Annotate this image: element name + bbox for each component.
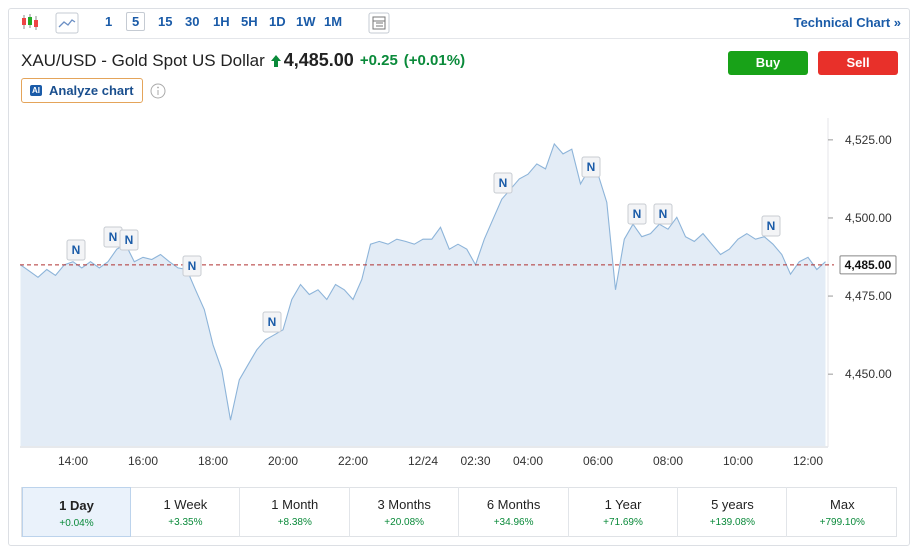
period-name: 1 Year [604, 497, 642, 512]
interval-button[interactable]: 5H [241, 14, 258, 29]
symbol: XAU/USD - Gold Spot US Dollar [21, 50, 265, 70]
last-price-label: 4,485.00 [845, 258, 892, 272]
technical-chart-link[interactable]: Technical Chart » [793, 15, 901, 30]
period-change: +139.08% [709, 517, 756, 528]
period-name: 3 Months [377, 497, 431, 512]
news-marker-label: N [587, 160, 596, 174]
period-change: +34.96% [493, 517, 534, 528]
period-cell[interactable]: 1 Day +0.04% [22, 487, 131, 537]
interval-button[interactable]: 1 [105, 14, 113, 29]
up-arrow [270, 54, 281, 67]
interval-button[interactable]: 1H [213, 14, 230, 29]
interval-button[interactable]: 5 [126, 12, 146, 31]
quote-header: XAU/USD - Gold Spot US Dollar 4,485.00 +… [21, 50, 465, 71]
period-change: +20.08% [384, 517, 425, 528]
period-name: 5 years [711, 497, 754, 512]
change-pct: (+0.01%) [403, 52, 466, 69]
news-marker-label: N [268, 315, 277, 329]
period-change: +3.35% [168, 517, 203, 528]
news-marker[interactable] [119, 229, 139, 251]
period-change: +71.69% [603, 517, 643, 528]
x-tick-label: 10:00 [723, 454, 753, 468]
period-change: +799.10% [819, 517, 865, 528]
y-tick-label: 4,475.00 [845, 289, 892, 303]
news-marker[interactable] [493, 172, 513, 194]
period-change: +8.38% [277, 517, 312, 528]
widget-frame [8, 8, 910, 546]
period-cell[interactable]: Max +799.10% [788, 487, 897, 537]
x-tick-label: 08:00 [653, 454, 683, 468]
news-marker-label: N [659, 207, 668, 221]
news-marker[interactable] [182, 255, 202, 277]
period-name: 1 Day [59, 498, 94, 513]
interval-button[interactable]: 15 [158, 14, 173, 29]
interval-button[interactable]: 1D [269, 14, 286, 29]
x-tick-label: 22:00 [338, 454, 368, 468]
news-marker[interactable] [581, 156, 601, 178]
news-marker-label: N [72, 243, 81, 257]
buy-button[interactable]: Buy [728, 51, 808, 75]
news-marker-label: N [125, 233, 134, 247]
news-marker[interactable] [653, 203, 673, 225]
period-cell[interactable]: 1 Week +3.35% [131, 487, 241, 537]
x-tick-label: 14:00 [58, 454, 88, 468]
period-cell[interactable]: 5 years +139.08% [678, 487, 788, 537]
news-marker[interactable] [262, 311, 282, 333]
price-line [20, 142, 826, 421]
interval-button[interactable]: 1M [324, 14, 343, 29]
news-marker-label: N [499, 176, 508, 190]
period-name: Max [830, 497, 855, 512]
x-tick-label: 16:00 [128, 454, 158, 468]
news-marker-label: N [767, 219, 776, 233]
change: +0.25 [359, 52, 398, 69]
x-tick-label: 12:00 [793, 454, 823, 468]
info-icon[interactable] [150, 83, 166, 99]
period-name: 6 Months [486, 497, 541, 512]
news-marker-label: N [633, 207, 642, 221]
y-tick-label: 4,500.00 [845, 211, 892, 225]
period-name: 1 Week [163, 497, 208, 512]
ai-badge: AI [30, 85, 42, 96]
analyze-button[interactable]: AI Analyze chart [21, 78, 143, 103]
analyze-label: Analyze chart [49, 83, 134, 98]
x-tick-label: 02:30 [460, 454, 490, 468]
sell-button[interactable]: Sell [818, 51, 898, 75]
x-tick-label: 04:00 [513, 454, 543, 468]
period-cell[interactable]: 1 Month +8.38% [241, 487, 350, 537]
news-marker[interactable] [761, 215, 781, 237]
x-tick-label: 20:00 [268, 454, 298, 468]
toolbar-divider [8, 38, 910, 39]
x-tick-label: 18:00 [198, 454, 228, 468]
news-marker-label: N [188, 259, 197, 273]
y-tick-label: 4,525.00 [845, 133, 892, 147]
news-marker-label: N [109, 230, 118, 244]
period-cell[interactable]: 3 Months +20.08% [350, 487, 460, 537]
news-marker[interactable] [627, 203, 647, 225]
layout-icon[interactable] [368, 12, 390, 34]
period-cell[interactable]: 1 Year +71.69% [569, 487, 678, 537]
chart-type-icons[interactable] [20, 12, 88, 34]
interval-button[interactable]: 30 [185, 14, 200, 29]
y-tick-label: 4,450.00 [845, 367, 892, 381]
last-price-box [839, 255, 897, 275]
period-cell[interactable]: 6 Months +34.96% [460, 487, 569, 537]
price: 4,485.00 [283, 50, 354, 70]
period-name: 1 Month [271, 497, 319, 512]
x-tick-label: 12/24 [408, 454, 438, 468]
interval-button[interactable]: 1W [296, 14, 316, 29]
x-tick-label: 06:00 [583, 454, 613, 468]
period-change: +0.04% [59, 518, 94, 529]
news-marker[interactable] [66, 239, 86, 261]
